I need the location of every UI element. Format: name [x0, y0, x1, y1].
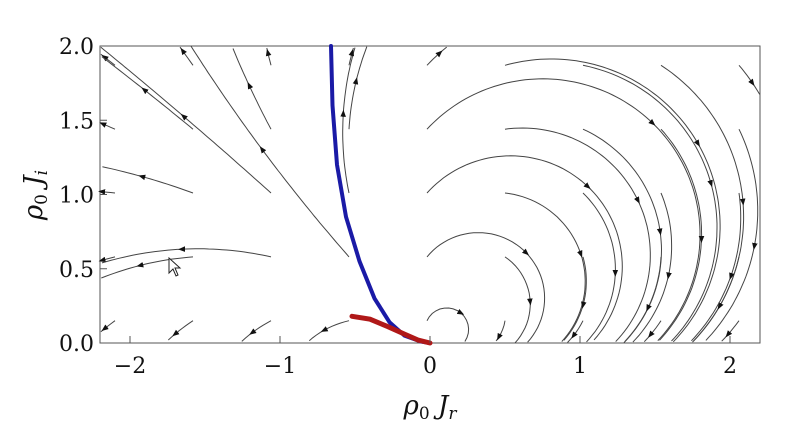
streamline [582, 128, 663, 343]
highlighted-curves [329, 44, 433, 346]
x-tick-label: 2 [723, 354, 737, 379]
y-tick-label: 1.0 [59, 184, 94, 209]
streamline [563, 256, 587, 341]
streamline [308, 320, 350, 342]
streamline [624, 256, 662, 342]
streamline [101, 256, 194, 279]
streamline [660, 64, 745, 342]
x-tick-label: −1 [264, 354, 296, 379]
streamline [426, 46, 448, 66]
streamline [102, 166, 194, 194]
streamline [241, 320, 272, 342]
streamline [101, 248, 272, 264]
streamline [426, 307, 470, 342]
x-axis-label: ρ0 Jr [403, 391, 458, 424]
y-tick-label: 2.0 [59, 35, 94, 60]
streamline [102, 123, 116, 130]
streamline [504, 256, 531, 344]
streamline [179, 46, 194, 66]
mouse-pointer-icon [168, 257, 182, 277]
streamline [100, 320, 116, 333]
streamline [101, 56, 194, 130]
streamline [348, 46, 368, 130]
streamline [266, 47, 272, 66]
x-axis-ticks: −2 −1 0 1 2 [114, 336, 737, 379]
streamline [659, 128, 703, 341]
streamline [691, 192, 742, 342]
y-axis-ticks: 0.0 0.5 1.0 1.5 2.0 [59, 35, 107, 357]
streamline [100, 53, 116, 66]
streamline [643, 320, 662, 343]
streamline [582, 192, 616, 343]
streamline [342, 47, 356, 194]
streamline [495, 320, 506, 342]
y-tick-label: 0.0 [59, 332, 94, 357]
y-tick-label: 1.5 [59, 109, 94, 134]
streamline [738, 64, 761, 95]
streamline [504, 127, 651, 342]
x-tick-label: −2 [114, 354, 146, 379]
streamline [190, 45, 350, 258]
y-axis-label: ρ0 Ji [19, 170, 52, 221]
streamline [426, 155, 623, 341]
x-tick-label: 0 [423, 354, 437, 379]
streamline [426, 232, 546, 343]
streamline [705, 128, 759, 341]
red-curve [349, 313, 433, 346]
streamline [582, 64, 718, 342]
streamline [426, 78, 701, 341]
streamline [504, 58, 721, 343]
streamline [100, 46, 272, 194]
streamline [101, 191, 116, 194]
x-tick-label: 1 [573, 354, 587, 379]
streamline [632, 192, 673, 343]
y-tick-label: 0.5 [59, 258, 94, 283]
streamline [167, 320, 194, 341]
streamlines [98, 45, 761, 344]
